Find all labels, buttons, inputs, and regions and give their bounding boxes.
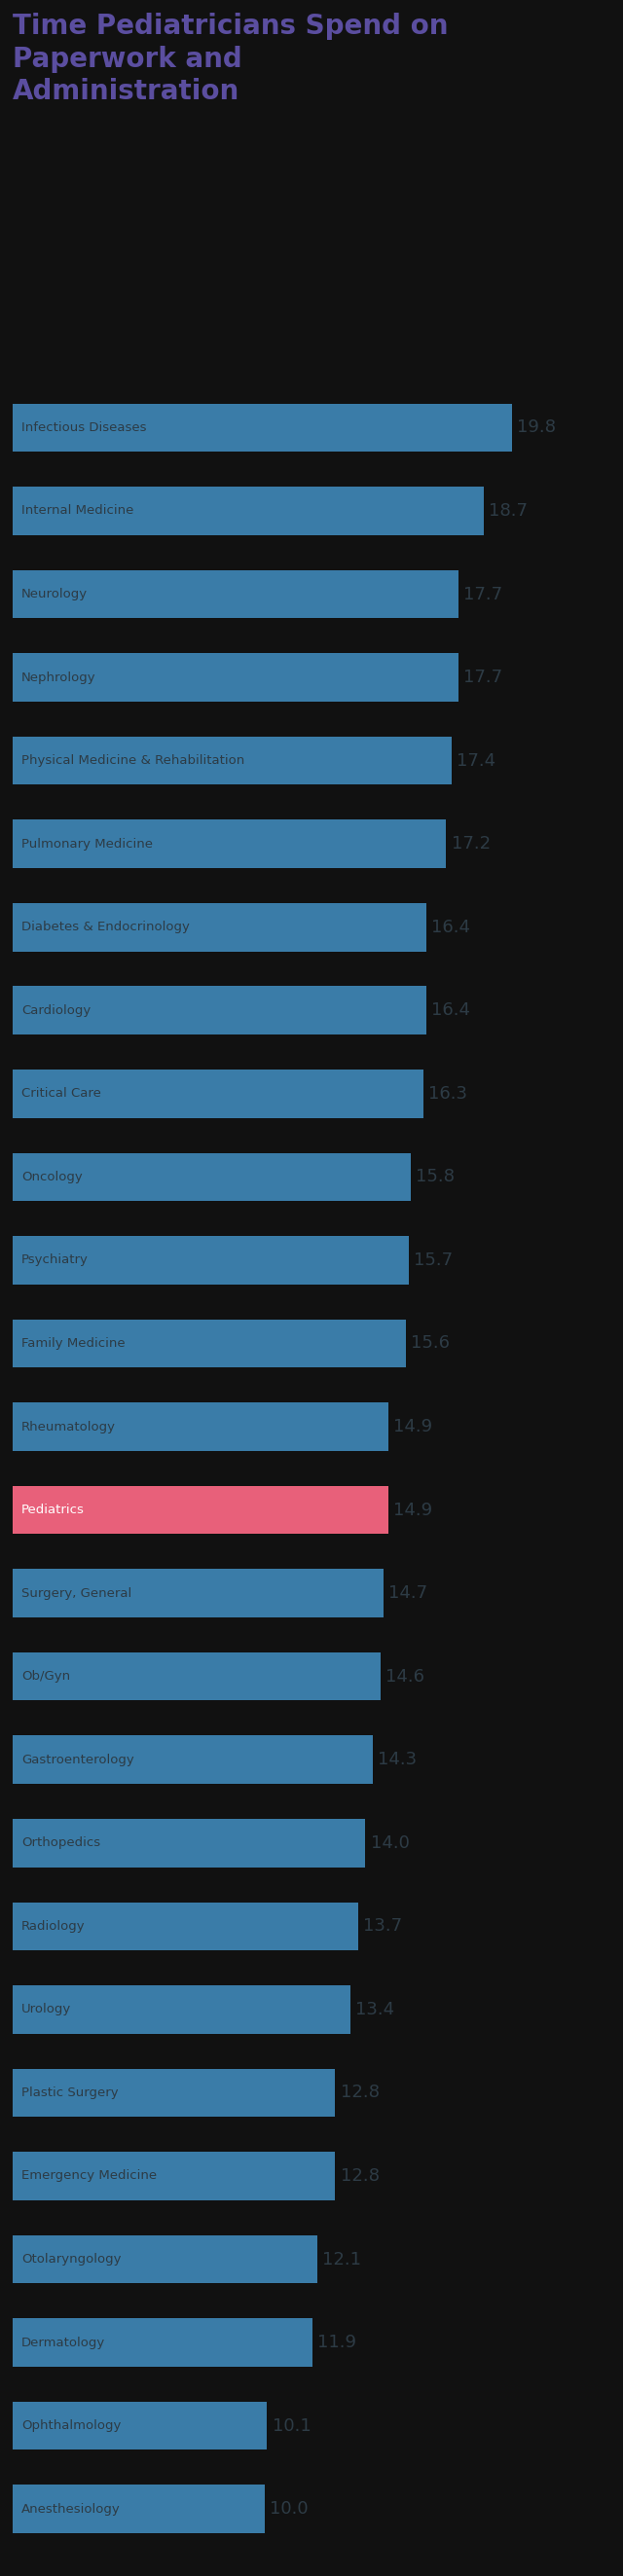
Bar [12, 1486, 388, 1535]
Bar [12, 404, 511, 451]
Bar [12, 737, 451, 786]
Bar [12, 2486, 265, 2532]
Text: 16.3: 16.3 [429, 1084, 467, 1103]
Text: Otolaryngology: Otolaryngology [21, 2254, 121, 2264]
Text: 15.6: 15.6 [411, 1334, 450, 1352]
Text: Psychiatry: Psychiatry [21, 1255, 88, 1267]
Text: Dermatology: Dermatology [21, 2336, 105, 2349]
Text: 17.7: 17.7 [464, 670, 503, 685]
Text: Oncology: Oncology [21, 1170, 82, 1182]
Text: 12.1: 12.1 [323, 2251, 361, 2267]
Text: Orthopedics: Orthopedics [21, 1837, 100, 1850]
Text: 19.8: 19.8 [517, 420, 556, 435]
Text: 12.8: 12.8 [340, 2084, 379, 2102]
Text: 16.4: 16.4 [431, 920, 470, 935]
Text: 13.4: 13.4 [355, 2002, 394, 2017]
Bar [12, 1069, 424, 1118]
Bar [12, 2236, 318, 2282]
Text: Ob/Gyn: Ob/Gyn [21, 1669, 70, 1682]
Text: Gastroenterology: Gastroenterology [21, 1754, 134, 1767]
Text: 17.7: 17.7 [464, 585, 503, 603]
Text: 10.1: 10.1 [272, 2416, 311, 2434]
Bar [12, 1986, 350, 2032]
Bar [12, 1319, 406, 1368]
Bar [12, 1736, 373, 1783]
Text: 15.7: 15.7 [414, 1252, 452, 1270]
Text: 15.8: 15.8 [416, 1167, 455, 1185]
Text: 14.9: 14.9 [393, 1502, 432, 1520]
Bar [12, 1901, 358, 1950]
Text: Time Pediatricians Spend on
Paperwork and
Administration: Time Pediatricians Spend on Paperwork an… [12, 13, 448, 106]
Bar [12, 2401, 267, 2450]
Text: Critical Care: Critical Care [21, 1087, 101, 1100]
Bar [12, 987, 426, 1036]
Text: Plastic Surgery: Plastic Surgery [21, 2087, 118, 2099]
Text: Rheumatology: Rheumatology [21, 1419, 116, 1432]
Text: Urology: Urology [21, 2004, 71, 2017]
Text: 17.2: 17.2 [451, 835, 490, 853]
Text: Radiology: Radiology [21, 1919, 85, 1932]
Bar [12, 1569, 383, 1618]
Text: Physical Medicine & Rehabilitation: Physical Medicine & Rehabilitation [21, 755, 244, 768]
Text: Family Medicine: Family Medicine [21, 1337, 125, 1350]
Text: Ophthalmology: Ophthalmology [21, 2419, 121, 2432]
Bar [12, 2069, 335, 2117]
Text: Internal Medicine: Internal Medicine [21, 505, 133, 518]
Bar [12, 487, 484, 536]
Text: Anesthesiology: Anesthesiology [21, 2504, 120, 2514]
Text: 14.0: 14.0 [371, 1834, 409, 1852]
Text: 13.7: 13.7 [363, 1917, 402, 1935]
Text: Infectious Diseases: Infectious Diseases [21, 422, 146, 433]
Text: Pulmonary Medicine: Pulmonary Medicine [21, 837, 153, 850]
Text: 14.3: 14.3 [378, 1752, 417, 1770]
Bar [12, 1401, 388, 1450]
Bar [12, 819, 446, 868]
Text: Diabetes & Endocrinology: Diabetes & Endocrinology [21, 920, 189, 933]
Text: 11.9: 11.9 [318, 2334, 356, 2352]
Text: 10.0: 10.0 [270, 2501, 308, 2517]
Bar [12, 904, 426, 951]
Bar [12, 2151, 335, 2200]
Text: 16.4: 16.4 [431, 1002, 470, 1020]
Bar [12, 1651, 381, 1700]
Text: Cardiology: Cardiology [21, 1005, 90, 1018]
Bar [12, 2318, 313, 2367]
Text: Pediatrics: Pediatrics [21, 1504, 85, 1517]
Text: Surgery, General: Surgery, General [21, 1587, 131, 1600]
Text: Nephrology: Nephrology [21, 672, 96, 683]
Text: 18.7: 18.7 [489, 502, 528, 520]
Bar [12, 654, 459, 701]
Text: Emergency Medicine: Emergency Medicine [21, 2169, 157, 2182]
Text: 14.6: 14.6 [386, 1667, 425, 1685]
Text: 12.8: 12.8 [340, 2166, 379, 2184]
Text: 17.4: 17.4 [456, 752, 495, 770]
Bar [12, 1819, 366, 1868]
Text: 14.7: 14.7 [388, 1584, 427, 1602]
Bar [12, 1154, 411, 1200]
Text: 14.9: 14.9 [393, 1417, 432, 1435]
Text: Neurology: Neurology [21, 587, 88, 600]
Bar [12, 569, 459, 618]
Bar [12, 1236, 408, 1285]
